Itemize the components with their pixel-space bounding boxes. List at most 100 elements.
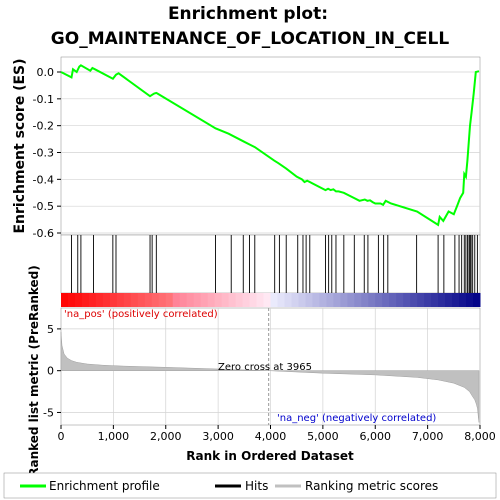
color-bar-segment [347, 293, 355, 307]
color-bar-segment [61, 293, 69, 307]
color-bar-segment [158, 293, 167, 307]
metric-tick-label: -5 [43, 406, 54, 419]
x-tick-label: 2,000 [150, 430, 182, 443]
color-bar-segment [403, 293, 411, 307]
color-bar-segment [88, 293, 97, 307]
color-bar-segment [445, 293, 453, 307]
x-tick-label: 8,000 [464, 430, 496, 443]
color-bar-segment [179, 293, 188, 307]
color-bar-segment [242, 293, 251, 307]
x-ticks: 0 1,000 2,000 3,000 4,000 5,000 6,000 7,000 8,00… [58, 425, 496, 443]
color-bar-segment [459, 293, 467, 307]
chart-title-line2: GO_MAINTENANCE_OF_LOCATION_IN_CELL [51, 29, 450, 49]
color-bar-segment [277, 293, 285, 307]
es-axis-label: Enrichment score (ES) [12, 58, 28, 233]
color-bar-segment [200, 293, 209, 307]
color-bar-segment [354, 293, 362, 307]
color-bar-segment [417, 293, 425, 307]
legend-metric-label: Ranking metric scores [305, 479, 438, 493]
color-bar-segment [452, 293, 460, 307]
color-bar-segment [144, 293, 153, 307]
x-tick-label: 0 [58, 430, 65, 443]
pos-correlated-label: 'na_pos' (positively correlated) [64, 309, 218, 320]
color-bar-segment [333, 293, 341, 307]
color-bar-segment [137, 293, 146, 307]
color-bar-segment [284, 293, 292, 307]
color-bar-segment [473, 293, 481, 307]
metric-tick-label: 5 [47, 323, 54, 336]
es-tick-label: -0.5 [33, 200, 54, 213]
es-tick-label: -0.2 [33, 120, 54, 133]
color-bar-segment [249, 293, 258, 307]
color-bar-segment [410, 293, 418, 307]
x-tick-label: 1,000 [98, 430, 130, 443]
color-bar-segment [424, 293, 432, 307]
color-bar-segment [81, 293, 90, 307]
color-bar-segment [368, 293, 376, 307]
color-bar-segment [102, 293, 111, 307]
color-bar-segment [116, 293, 125, 307]
color-bar-segment [312, 293, 320, 307]
es-tick-label: -0.4 [33, 173, 54, 186]
metric-y-ticks: 5 0 -5 [43, 323, 61, 419]
color-bar-segment [319, 293, 327, 307]
color-bar-segment [326, 293, 334, 307]
color-bar-segment [270, 293, 278, 307]
color-bar-segment [389, 293, 397, 307]
color-bar-segment [214, 293, 223, 307]
color-bar-segment [95, 293, 104, 307]
color-bar-segment [123, 293, 132, 307]
x-tick-label: 4,000 [255, 430, 287, 443]
color-bar-segment [165, 293, 174, 307]
color-bar-segment [340, 293, 348, 307]
es-tick-label: -0.3 [33, 147, 54, 160]
enrichment-profile-line [60, 64, 480, 227]
x-tick-label: 6,000 [360, 430, 392, 443]
metric-tick-label: 0 [47, 365, 54, 378]
es-tick-label: -0.1 [33, 93, 54, 106]
x-tick-label: 7,000 [412, 430, 444, 443]
metric-axis-label: Ranked list metric (PreRanked) [27, 265, 41, 477]
color-bar-segment [375, 293, 383, 307]
color-bar-segment [431, 293, 439, 307]
color-bar-segment [305, 293, 313, 307]
hit-markers [71, 235, 478, 293]
color-bar-segment [235, 293, 244, 307]
hits-panel [60, 234, 481, 294]
x-axis-label: Rank in Ordered Dataset [186, 449, 354, 463]
color-bar-segment [228, 293, 237, 307]
color-bar-segment [172, 293, 181, 307]
es-tick-label: -0.6 [33, 227, 54, 240]
color-bar-segment [298, 293, 306, 307]
neg-correlated-label: 'na_neg' (negatively correlated) [277, 413, 436, 424]
color-bar-segment [382, 293, 390, 307]
ranking-metric-area [60, 332, 480, 423]
x-tick-label: 3,000 [202, 430, 234, 443]
legend-box [3, 472, 497, 499]
legend-hits-label: Hits [245, 479, 268, 493]
color-bar-segment [130, 293, 139, 307]
color-bar-segment [109, 293, 118, 307]
color-bar-segment [256, 293, 265, 307]
color-bar-segment [186, 293, 195, 307]
color-bar-segment [466, 293, 474, 307]
color-bar-segment [263, 293, 271, 307]
chart-title-line1: Enrichment plot: [168, 4, 328, 24]
color-bar-segment [151, 293, 160, 307]
color-bar-segment [221, 293, 230, 307]
color-bar-segment [67, 293, 76, 307]
es-y-ticks: 0.0 -0.1 -0.2 -0.3 -0.4 -0.5 -0.6 [33, 66, 61, 240]
color-bar-segment [396, 293, 404, 307]
color-bar-segment [193, 293, 202, 307]
es-grid [61, 71, 480, 234]
color-bar-segment [438, 293, 446, 307]
color-bar-segment [74, 293, 83, 307]
es-panel [60, 56, 481, 236]
rank-color-bar [61, 293, 481, 307]
es-tick-label: 0.0 [37, 66, 55, 79]
zero-cross-label: Zero cross at 3965 [218, 362, 312, 373]
x-tick-label: 5,000 [307, 430, 339, 443]
color-bar-segment [291, 293, 299, 307]
legend-enrichment-label: Enrichment profile [49, 479, 160, 493]
